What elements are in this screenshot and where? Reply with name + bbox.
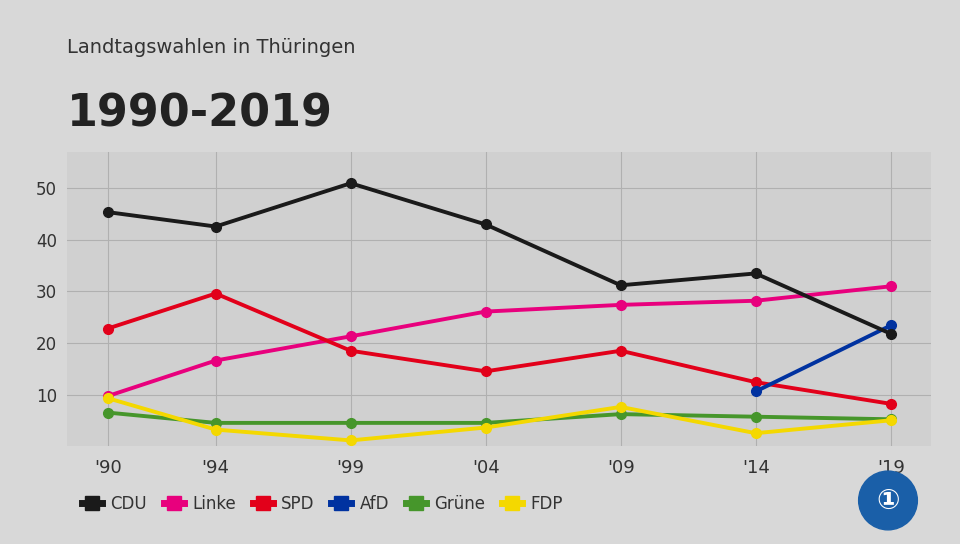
Text: 1990-2019: 1990-2019 [67, 92, 333, 135]
Legend: CDU, Linke, SPD, AfD, Grüne, FDP: CDU, Linke, SPD, AfD, Grüne, FDP [76, 489, 569, 520]
Text: ①: ① [876, 486, 900, 515]
Text: Landtagswahlen in Thüringen: Landtagswahlen in Thüringen [67, 38, 356, 57]
Circle shape [858, 471, 918, 530]
